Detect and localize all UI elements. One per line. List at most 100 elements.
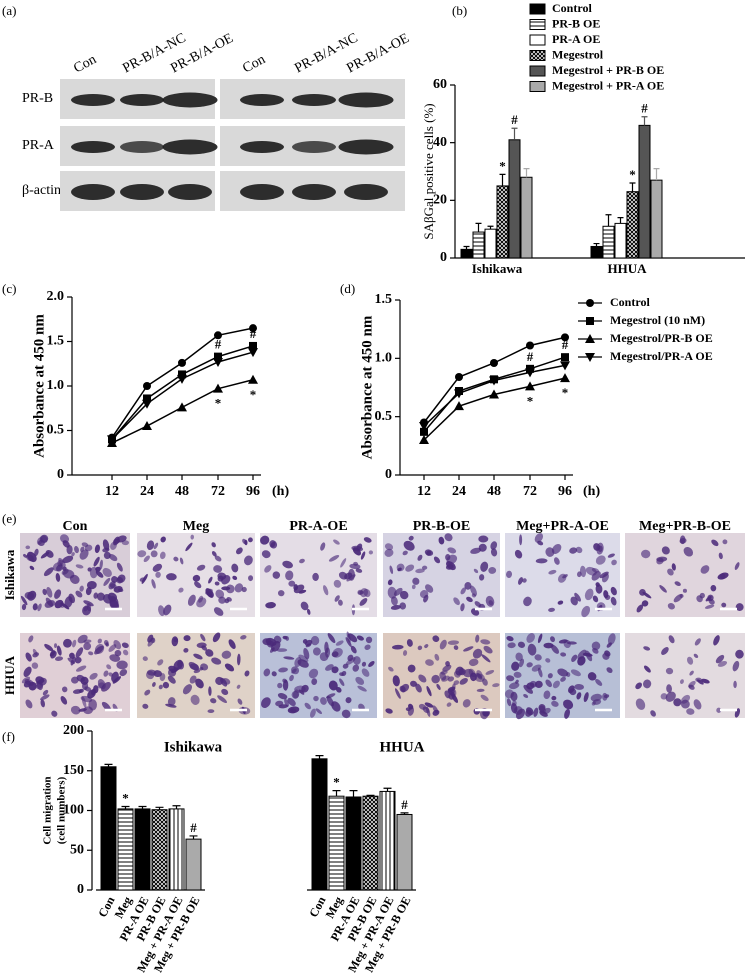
cell <box>237 653 241 666</box>
cell <box>282 678 288 684</box>
cell <box>595 582 600 587</box>
error-bar <box>155 806 164 810</box>
blot-band <box>71 94 115 106</box>
cell <box>81 542 89 547</box>
cell <box>205 649 214 657</box>
cell <box>83 642 92 651</box>
cell <box>205 588 213 595</box>
cell <box>328 680 338 691</box>
cell <box>442 664 452 672</box>
cell <box>313 695 319 702</box>
cell <box>187 594 196 606</box>
cell <box>150 637 156 644</box>
cell <box>605 594 611 600</box>
cell <box>234 583 244 593</box>
cell <box>111 576 118 583</box>
error-bar <box>487 225 494 230</box>
cell <box>142 703 149 709</box>
cell <box>510 691 518 702</box>
cell <box>102 567 112 578</box>
cell <box>569 547 578 554</box>
cell <box>208 576 213 584</box>
marker <box>419 422 429 431</box>
cell <box>704 604 715 609</box>
x-axis-label: (h) <box>272 484 289 499</box>
marker <box>420 427 428 436</box>
cell <box>327 633 336 644</box>
blot-row-label: PR-B <box>22 91 53 106</box>
cell <box>45 550 54 558</box>
cell <box>390 605 401 610</box>
significance-mark: * <box>629 167 636 182</box>
cell <box>710 584 717 592</box>
cell <box>75 590 83 598</box>
cell <box>471 593 476 598</box>
cell <box>403 540 415 551</box>
cell <box>167 675 176 684</box>
significance-mark: * <box>499 158 506 173</box>
cell <box>23 553 28 558</box>
cell <box>571 654 578 662</box>
cell <box>552 680 560 689</box>
cell <box>193 669 201 674</box>
blot-band <box>71 141 115 153</box>
cell <box>364 644 371 650</box>
legend-swatch <box>529 50 546 61</box>
cell <box>682 588 687 593</box>
x-tick-label: 72 <box>211 484 225 499</box>
bar <box>472 231 485 259</box>
cell <box>333 539 340 545</box>
cell <box>643 646 651 651</box>
error-bar <box>366 794 375 797</box>
cell <box>656 556 668 562</box>
cell <box>384 543 394 551</box>
column-label: Meg+PR-A-OE <box>516 519 609 534</box>
cell <box>453 597 460 606</box>
cell <box>523 596 532 607</box>
cell <box>545 547 555 557</box>
y-tick-label: 0.5 <box>47 423 65 438</box>
cell <box>479 574 485 581</box>
cell <box>388 666 394 672</box>
series-line <box>111 379 254 444</box>
cell <box>190 694 200 705</box>
cell <box>97 678 106 690</box>
cell <box>425 584 434 593</box>
cell <box>72 689 82 694</box>
cell <box>106 664 112 670</box>
cell <box>139 577 146 582</box>
cell <box>686 656 694 665</box>
cell <box>81 696 87 708</box>
cell <box>518 577 523 585</box>
cell <box>103 670 109 677</box>
cell <box>341 670 347 677</box>
marker <box>525 381 535 391</box>
significance-mark: * <box>215 396 222 411</box>
cell <box>473 568 479 574</box>
cell <box>208 686 212 696</box>
cell <box>102 539 110 551</box>
cell <box>76 674 86 682</box>
cell <box>55 572 61 582</box>
error-bar <box>349 790 358 797</box>
cell <box>93 556 100 567</box>
cell <box>718 552 723 560</box>
cell <box>228 639 236 649</box>
bar <box>134 808 151 891</box>
y-tick-label: 200 <box>63 723 84 738</box>
y-tick-label: 1.5 <box>375 292 393 307</box>
cell <box>545 658 551 663</box>
cell <box>160 536 166 543</box>
cell <box>70 705 81 715</box>
cell <box>387 586 397 599</box>
cell <box>444 533 453 542</box>
marker <box>560 373 570 383</box>
cell <box>32 648 38 656</box>
x-tick-label: 48 <box>175 484 189 499</box>
cell <box>69 652 75 660</box>
cell <box>463 646 474 652</box>
cell <box>63 638 72 648</box>
legend-label: Megestrol/PR-A OE <box>610 349 713 363</box>
cell <box>523 693 529 698</box>
cell <box>108 644 117 652</box>
